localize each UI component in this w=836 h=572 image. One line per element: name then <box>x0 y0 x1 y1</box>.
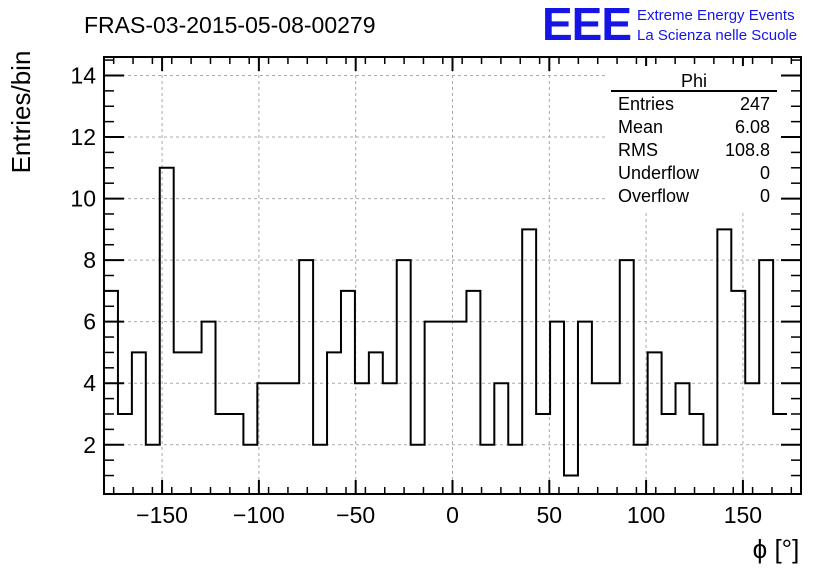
stats-row-value: 0 <box>760 186 770 206</box>
stats-row-value: 108.8 <box>725 140 770 160</box>
x-tick-label: 100 <box>627 502 665 528</box>
logo-line-1: Extreme Energy Events <box>637 7 795 24</box>
x-tick-label: −50 <box>336 502 375 528</box>
stats-row-value: 6.08 <box>735 117 770 137</box>
stats-row-value: 0 <box>760 163 770 183</box>
logo-mark: EEE <box>542 0 631 50</box>
stats-row-label: Underflow <box>618 163 700 183</box>
y-tick-label: 6 <box>83 309 96 335</box>
x-tick-label: 50 <box>537 502 563 528</box>
y-tick-label: 10 <box>70 186 96 212</box>
stats-row-label: Entries <box>618 94 674 114</box>
y-axis-label: Entries/bin <box>6 51 36 174</box>
eee-logo: EEE Extreme Energy Events La Scienza nel… <box>542 0 797 50</box>
y-tick-label: 8 <box>83 247 96 273</box>
stats-box: Phi Entries 247 Mean 6.08 RMS 108.8 Underflow 0… <box>608 66 780 210</box>
x-tick-label: −100 <box>233 502 285 528</box>
stats-row-label: Mean <box>618 117 663 137</box>
y-tick-label: 4 <box>83 370 96 396</box>
stats-title: Phi <box>681 71 707 91</box>
y-tick-label: 14 <box>70 62 96 88</box>
x-tick-label: 0 <box>446 502 459 528</box>
chart-title: FRAS-03-2015-05-08-00279 <box>84 12 376 38</box>
x-tick-label: −150 <box>136 502 188 528</box>
tick-labels: −150 −100 −50 0 50 100 150 2 4 6 8 10 12 14 <box>70 62 762 528</box>
stats-row-label: Overflow <box>618 186 690 206</box>
axis-ticks <box>104 57 801 494</box>
x-tick-label: 150 <box>724 502 762 528</box>
stats-row-value: 247 <box>740 94 770 114</box>
x-axis-label: ϕ [°] <box>753 534 800 564</box>
logo-line-2: La Scienza nelle Scuole <box>637 27 797 44</box>
stats-row-label: RMS <box>618 140 658 160</box>
y-tick-label: 2 <box>83 432 96 458</box>
y-tick-label: 12 <box>70 124 96 150</box>
histogram-line <box>104 166 788 477</box>
